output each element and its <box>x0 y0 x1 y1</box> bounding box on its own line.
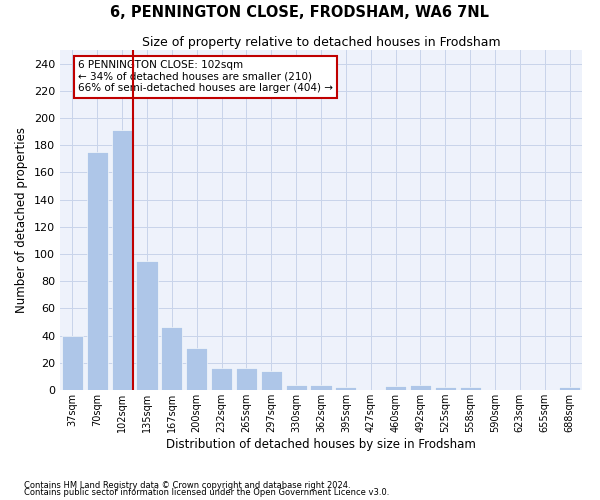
Bar <box>161 328 182 390</box>
Bar <box>286 384 307 390</box>
Bar <box>112 130 133 390</box>
Bar <box>236 368 257 390</box>
Bar <box>186 348 207 390</box>
Bar <box>385 386 406 390</box>
Bar <box>460 388 481 390</box>
Bar <box>136 261 158 390</box>
Bar <box>559 388 580 390</box>
Bar <box>310 384 332 390</box>
X-axis label: Distribution of detached houses by size in Frodsham: Distribution of detached houses by size … <box>166 438 476 451</box>
Y-axis label: Number of detached properties: Number of detached properties <box>16 127 28 313</box>
Text: 6 PENNINGTON CLOSE: 102sqm
← 34% of detached houses are smaller (210)
66% of sem: 6 PENNINGTON CLOSE: 102sqm ← 34% of deta… <box>78 60 333 94</box>
Bar <box>87 152 108 390</box>
Text: 6, PENNINGTON CLOSE, FRODSHAM, WA6 7NL: 6, PENNINGTON CLOSE, FRODSHAM, WA6 7NL <box>110 5 490 20</box>
Text: Contains public sector information licensed under the Open Government Licence v3: Contains public sector information licen… <box>24 488 389 497</box>
Title: Size of property relative to detached houses in Frodsham: Size of property relative to detached ho… <box>142 36 500 49</box>
Bar <box>261 371 282 390</box>
Bar <box>211 368 232 390</box>
Bar <box>410 384 431 390</box>
Bar <box>335 388 356 390</box>
Text: Contains HM Land Registry data © Crown copyright and database right 2024.: Contains HM Land Registry data © Crown c… <box>24 480 350 490</box>
Bar <box>435 388 456 390</box>
Bar <box>62 336 83 390</box>
